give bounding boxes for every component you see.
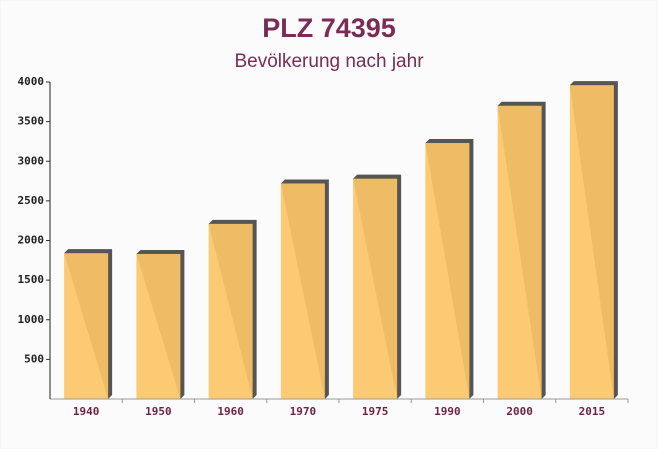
y-tick-label: 3500 — [18, 115, 45, 128]
x-tick-label: 2015 — [579, 405, 606, 418]
x-tick-label: 1990 — [434, 405, 461, 418]
bar — [569, 85, 614, 400]
y-tick-label: 2000 — [18, 234, 45, 247]
y-tick-label: 2500 — [18, 194, 45, 207]
bar — [353, 178, 398, 399]
y-tick-label: 3000 — [18, 154, 45, 167]
bar — [280, 183, 325, 399]
chart-title: PLZ 74395 — [262, 13, 396, 43]
x-tick-label: 1960 — [217, 405, 244, 418]
y-tick-label: 1500 — [18, 273, 45, 286]
bar — [64, 253, 109, 399]
y-tick-label: 1000 — [18, 313, 45, 326]
x-tick-label: 1975 — [362, 405, 389, 418]
x-tick-label: 1950 — [145, 405, 172, 418]
bar — [425, 143, 470, 399]
bar — [497, 105, 542, 400]
y-tick-label: 500 — [24, 352, 44, 365]
x-tick-label: 1970 — [290, 405, 317, 418]
x-tick-label: 1940 — [73, 405, 100, 418]
bar — [136, 253, 181, 399]
y-tick-label: 4000 — [18, 75, 45, 88]
chart-subtitle: Bevölkerung nach jahr — [234, 51, 424, 72]
bar — [208, 223, 253, 399]
x-tick-label: 2000 — [506, 405, 533, 418]
